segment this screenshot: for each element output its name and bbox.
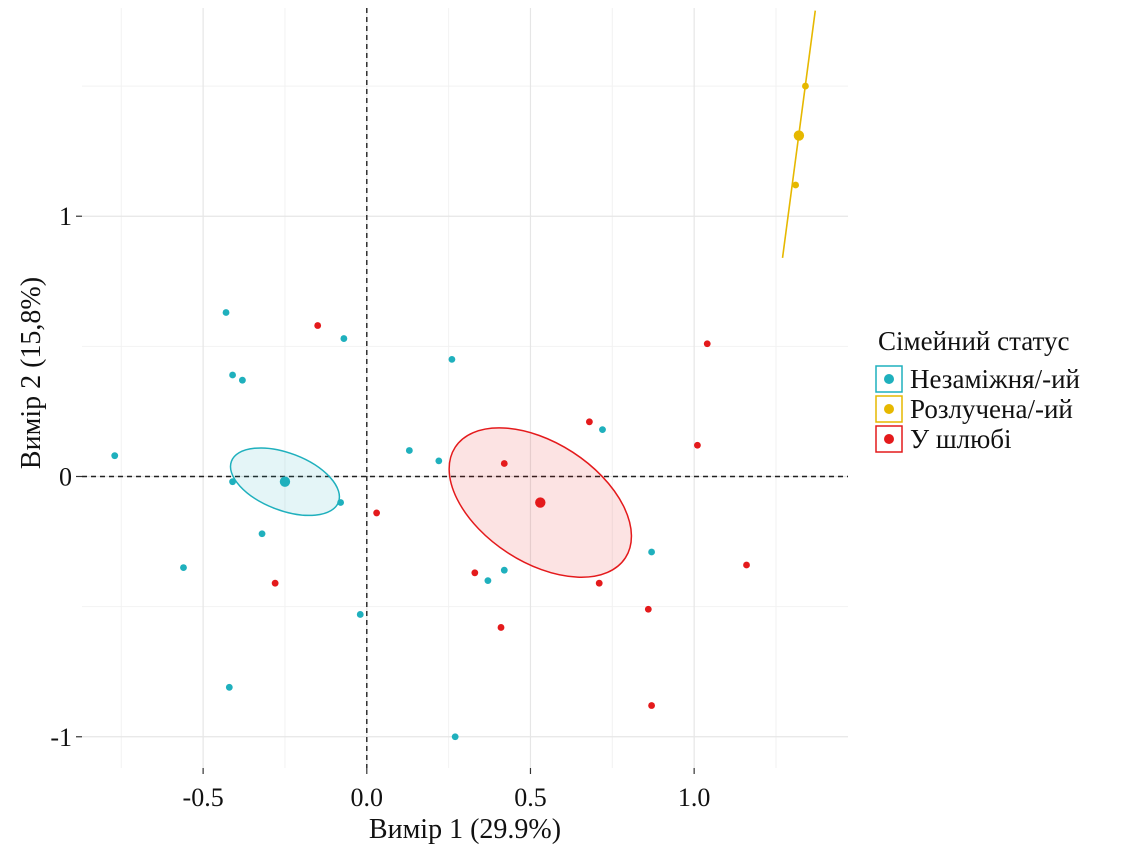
- data-point: [500, 460, 508, 467]
- data-point: [585, 418, 593, 426]
- data-point: [271, 579, 279, 587]
- data-point: [743, 561, 750, 569]
- data-point: [435, 457, 443, 465]
- centroid-point: [279, 476, 291, 487]
- data-point: [599, 426, 606, 434]
- confidence-ellipses: [229, 10, 817, 578]
- data-point: [239, 376, 246, 384]
- grid: [82, 8, 848, 768]
- data-point: [595, 579, 603, 587]
- legend-label: У шлюбі: [910, 424, 1012, 454]
- axes: -0.5 0.0 0.5 1.0 -1 0 1 Вимір 1 (29.9%) Вимір 2 …: [16, 202, 710, 845]
- data-point: [500, 566, 508, 574]
- y-tick-label: -1: [50, 723, 72, 752]
- data-point: [373, 509, 381, 517]
- centroid-point: [535, 497, 546, 508]
- data-point: [451, 733, 459, 741]
- x-tick-label: 1.0: [678, 783, 711, 812]
- legend-key-dot: [884, 434, 894, 444]
- legend-label: Незаміжня/-ий: [910, 364, 1080, 394]
- legend: Сімейний статус Незаміжня/-ийРозлучена/-и…: [875, 326, 1080, 454]
- data-point: [180, 564, 187, 571]
- data-point: [229, 371, 236, 379]
- data-points: [111, 82, 809, 741]
- legend-label: Розлучена/-ий: [910, 394, 1073, 424]
- data-point: [448, 355, 456, 363]
- data-point: [694, 441, 701, 449]
- data-point: [497, 624, 505, 631]
- data-point: [644, 605, 652, 613]
- data-point: [648, 548, 655, 556]
- data-point: [648, 702, 655, 709]
- data-point: [471, 569, 479, 577]
- y-tick-label: 1: [59, 202, 72, 231]
- y-axis-title: Вимір 2 (15,8%): [16, 277, 47, 469]
- centroid-point: [793, 130, 805, 141]
- legend-title: Сімейний статус: [878, 326, 1069, 356]
- legend-key-box: [875, 365, 903, 393]
- data-point: [340, 335, 348, 342]
- x-tick-label: 0.5: [514, 783, 547, 812]
- data-point: [111, 452, 119, 460]
- data-point: [258, 530, 266, 538]
- x-tick-label: -0.5: [183, 783, 224, 812]
- data-point: [405, 447, 413, 454]
- data-point: [314, 322, 322, 329]
- x-axis-title: Вимір 1 (29.9%): [369, 814, 561, 845]
- legend-key-dot: [884, 404, 894, 414]
- data-point: [703, 340, 711, 348]
- data-point: [802, 82, 809, 90]
- data-point: [356, 611, 364, 618]
- y-tick-label: 0: [59, 462, 72, 491]
- x-tick-label: 0.0: [351, 783, 384, 812]
- data-point: [225, 683, 233, 691]
- data-point: [484, 577, 492, 585]
- reference-lines: [82, 8, 848, 768]
- legend-key-dot: [884, 374, 894, 384]
- data-point: [792, 181, 800, 189]
- data-point: [229, 478, 236, 486]
- data-point: [337, 499, 345, 506]
- data-point: [222, 309, 230, 316]
